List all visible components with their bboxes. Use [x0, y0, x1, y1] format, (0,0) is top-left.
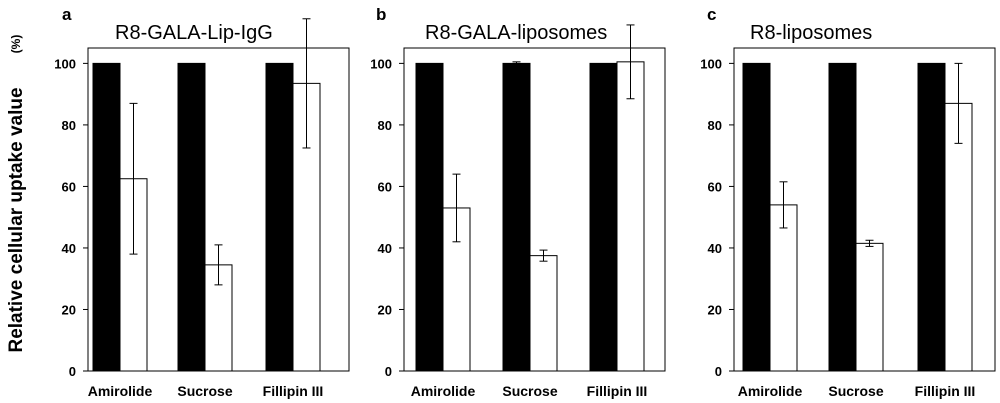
- y-tick-label-b: 60: [378, 179, 392, 194]
- panel-title-a: R8-GALA-Lip-IgG: [115, 22, 273, 44]
- treated-bar-b: [529, 255, 558, 372]
- category-label-a: Amirolide: [88, 383, 153, 399]
- y-tick-label-a: 40: [62, 241, 76, 256]
- panel-title-b: R8-GALA-liposomes: [425, 22, 607, 44]
- y-tick-label-a: 80: [62, 118, 76, 133]
- panel-letter-b: b: [376, 5, 386, 24]
- category-label-b: Fillipin III: [587, 383, 648, 399]
- plots: 0 20 40 60 80 100 Amirolide Sucrose Fillipin III…: [54, 18, 996, 399]
- control-bar-c: [828, 62, 857, 372]
- treated-bar-c: [855, 242, 884, 372]
- y-tick-label-c: 100: [700, 56, 722, 71]
- y-tick-label-c: 80: [708, 118, 722, 133]
- y-tick-label-b: 0: [385, 364, 392, 379]
- y-axis-unit: (%): [9, 35, 23, 54]
- category-label-c: Amirolide: [738, 383, 803, 399]
- y-tick-label-a: 20: [62, 302, 76, 317]
- y-tick-label-b: 100: [370, 56, 392, 71]
- control-bar-c: [742, 62, 771, 372]
- category-label-b: Sucrose: [502, 383, 557, 399]
- y-axis-label: Relative cellular uptake value: [6, 87, 27, 352]
- y-tick-label-b: 40: [378, 241, 392, 256]
- panel-c: c R8-liposomes: [707, 5, 872, 44]
- category-label-c: Sucrose: [828, 383, 883, 399]
- control-bar-b: [502, 62, 531, 372]
- panel-letter-c: c: [707, 5, 716, 24]
- panel-letter-a: a: [62, 5, 72, 24]
- panel-title-c: R8-liposomes: [750, 22, 872, 44]
- category-label-c: Fillipin III: [915, 383, 976, 399]
- y-tick-label-b: 20: [378, 302, 392, 317]
- category-label-a: Fillipin III: [263, 383, 324, 399]
- y-tick-label-c: 0: [715, 364, 722, 379]
- plot-area-a: 0 20 40 60 80 100 Amirolide Sucrose Fillipin III: [54, 18, 350, 399]
- control-bar-b: [589, 62, 618, 372]
- plot-area-c: 0 20 40 60 80 100 Amirolide Sucrose Fillipin III: [700, 47, 996, 399]
- treated-bar-c: [769, 204, 798, 372]
- control-bar-c: [917, 62, 946, 372]
- control-bar-a: [92, 62, 121, 372]
- control-bar-a: [177, 62, 206, 372]
- y-tick-label-a: 100: [54, 56, 76, 71]
- panel-a: a R8-GALA-Lip-IgG: [62, 5, 273, 44]
- category-label-a: Sucrose: [177, 383, 232, 399]
- y-tick-label-a: 0: [69, 364, 76, 379]
- y-tick-label-c: 20: [708, 302, 722, 317]
- plot-area-b: 0 20 40 60 80 100 Amirolide Sucrose Fillipin III: [370, 24, 666, 399]
- y-tick-label-b: 80: [378, 118, 392, 133]
- panel-b: b R8-GALA-liposomes: [376, 5, 607, 44]
- control-bar-b: [415, 62, 444, 372]
- category-label-b: Amirolide: [411, 383, 476, 399]
- y-tick-label-c: 40: [708, 241, 722, 256]
- control-bar-a: [265, 62, 294, 372]
- treated-bar-b: [616, 61, 645, 372]
- y-tick-label-a: 60: [62, 179, 76, 194]
- y-tick-label-c: 60: [708, 179, 722, 194]
